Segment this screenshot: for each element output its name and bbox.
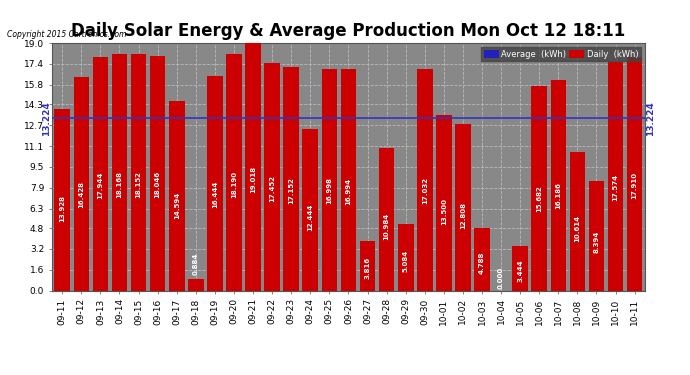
Text: 13.224: 13.224: [42, 101, 51, 136]
Text: 18.152: 18.152: [135, 171, 141, 198]
Text: 17.910: 17.910: [631, 172, 638, 199]
Text: 16.998: 16.998: [326, 177, 333, 204]
Bar: [130, 54, 146, 291]
Bar: [112, 54, 128, 291]
Legend: Average  (kWh), Daily  (kWh): Average (kWh), Daily (kWh): [481, 47, 641, 61]
Text: 16.186: 16.186: [555, 182, 562, 209]
Bar: [589, 181, 604, 291]
Text: 17.944: 17.944: [97, 172, 104, 199]
Text: 13.928: 13.928: [59, 195, 66, 222]
Bar: [359, 241, 375, 291]
Text: 5.084: 5.084: [403, 250, 408, 272]
Bar: [264, 63, 280, 291]
Text: 3.816: 3.816: [364, 257, 371, 279]
Bar: [608, 62, 623, 291]
Bar: [150, 56, 166, 291]
Bar: [207, 76, 223, 291]
Bar: [92, 57, 108, 291]
Bar: [455, 124, 471, 291]
Bar: [322, 69, 337, 291]
Bar: [627, 57, 642, 291]
Bar: [379, 147, 395, 291]
Text: 0.000: 0.000: [498, 266, 504, 289]
Text: 17.152: 17.152: [288, 177, 294, 204]
Text: 18.190: 18.190: [231, 170, 237, 198]
Bar: [551, 80, 566, 291]
Text: 14.594: 14.594: [174, 192, 179, 219]
Text: 17.032: 17.032: [422, 177, 428, 204]
Bar: [55, 109, 70, 291]
Bar: [74, 76, 89, 291]
Bar: [188, 279, 204, 291]
Bar: [341, 69, 356, 291]
Text: 0.884: 0.884: [193, 253, 199, 275]
Text: 16.994: 16.994: [346, 177, 351, 205]
Text: 8.394: 8.394: [593, 230, 600, 253]
Text: 17.574: 17.574: [613, 174, 618, 201]
Bar: [569, 152, 585, 291]
Bar: [245, 43, 261, 291]
Text: 19.018: 19.018: [250, 166, 256, 193]
Bar: [169, 100, 184, 291]
Text: 13.224: 13.224: [646, 101, 655, 136]
Title: Daily Solar Energy & Average Production Mon Oct 12 18:11: Daily Solar Energy & Average Production …: [71, 22, 626, 40]
Bar: [436, 115, 452, 291]
Text: 16.444: 16.444: [212, 180, 218, 208]
Text: 17.452: 17.452: [269, 175, 275, 202]
Bar: [474, 228, 490, 291]
Bar: [398, 224, 413, 291]
Text: 10.614: 10.614: [574, 215, 580, 242]
Text: 16.428: 16.428: [79, 181, 84, 208]
Text: 4.788: 4.788: [479, 251, 485, 274]
Text: 18.168: 18.168: [117, 171, 123, 198]
Bar: [531, 86, 547, 291]
Text: 15.682: 15.682: [536, 185, 542, 212]
Bar: [226, 54, 242, 291]
Text: 10.984: 10.984: [384, 213, 390, 240]
Text: 12.808: 12.808: [460, 202, 466, 229]
Text: Copyright 2015 Cartronics.com: Copyright 2015 Cartronics.com: [7, 30, 126, 39]
Text: 13.500: 13.500: [441, 198, 447, 225]
Bar: [417, 69, 433, 291]
Text: 3.444: 3.444: [518, 259, 523, 282]
Bar: [513, 246, 528, 291]
Bar: [284, 67, 299, 291]
Bar: [302, 129, 318, 291]
Text: 12.444: 12.444: [307, 204, 313, 231]
Text: 18.046: 18.046: [155, 171, 161, 198]
